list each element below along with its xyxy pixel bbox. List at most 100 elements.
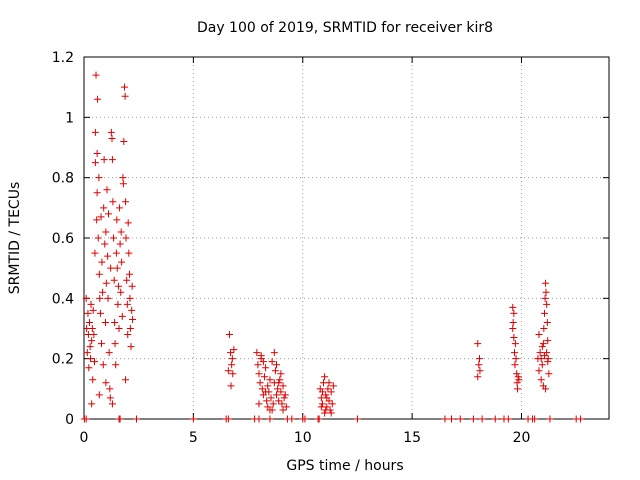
data-point bbox=[509, 325, 517, 332]
data-point bbox=[98, 340, 105, 348]
data-point bbox=[279, 406, 287, 414]
data-point bbox=[274, 385, 282, 393]
data-point bbox=[538, 343, 546, 351]
data-point bbox=[531, 415, 539, 423]
y-tick-label: 1 bbox=[65, 110, 74, 126]
data-point bbox=[448, 415, 455, 423]
data-point bbox=[541, 294, 549, 302]
data-point bbox=[103, 186, 111, 194]
data-point bbox=[106, 394, 114, 402]
data-point bbox=[317, 403, 325, 411]
data-point bbox=[255, 415, 263, 423]
data-point bbox=[275, 397, 283, 405]
data-point bbox=[273, 391, 280, 399]
data-point bbox=[253, 349, 261, 357]
data-point bbox=[116, 240, 124, 248]
y-axis-label: SRMTID / TECUs bbox=[7, 182, 23, 295]
data-point bbox=[128, 306, 136, 314]
data-point bbox=[108, 156, 116, 164]
data-point bbox=[101, 318, 109, 326]
data-point bbox=[476, 355, 483, 363]
data-point bbox=[543, 318, 551, 326]
data-point bbox=[91, 128, 99, 136]
data-point bbox=[124, 331, 132, 339]
data-point bbox=[512, 355, 520, 363]
data-point bbox=[115, 282, 123, 290]
data-point bbox=[504, 415, 512, 423]
data-point bbox=[96, 309, 104, 317]
data-point bbox=[509, 318, 517, 326]
data-point bbox=[280, 394, 288, 402]
data-point bbox=[224, 367, 232, 375]
data-point bbox=[115, 325, 123, 332]
data-point bbox=[104, 252, 112, 260]
data-point bbox=[105, 349, 113, 357]
data-point bbox=[268, 358, 276, 366]
data-point bbox=[277, 370, 285, 378]
data-point bbox=[92, 71, 100, 79]
y-tick-label: 0.8 bbox=[52, 171, 74, 187]
data-point bbox=[254, 361, 262, 369]
data-point bbox=[259, 358, 267, 366]
data-point bbox=[128, 282, 136, 290]
data-point bbox=[100, 204, 108, 212]
data-point bbox=[133, 415, 140, 423]
data-point bbox=[540, 309, 548, 317]
data-point bbox=[544, 337, 552, 345]
data-point bbox=[281, 391, 289, 399]
x-tick-label: 10 bbox=[294, 430, 312, 446]
data-point bbox=[514, 373, 522, 381]
data-point bbox=[93, 189, 101, 197]
grid-lines bbox=[84, 57, 609, 419]
data-point bbox=[95, 391, 103, 399]
data-point bbox=[228, 355, 236, 363]
data-point bbox=[510, 334, 518, 342]
data-point bbox=[109, 198, 117, 206]
data-point bbox=[111, 340, 119, 348]
data-point bbox=[321, 373, 329, 381]
data-point bbox=[224, 415, 232, 423]
data-point bbox=[262, 364, 270, 372]
data-point bbox=[318, 388, 326, 396]
data-point bbox=[120, 83, 128, 91]
data-point bbox=[278, 400, 286, 408]
y-tick-label: 0.2 bbox=[52, 352, 74, 368]
data-point bbox=[513, 379, 521, 387]
data-point bbox=[260, 373, 268, 381]
data-point bbox=[509, 303, 517, 311]
data-point bbox=[229, 370, 237, 378]
data-point bbox=[113, 264, 121, 272]
data-point bbox=[542, 385, 550, 393]
data-point bbox=[456, 415, 464, 423]
data-point bbox=[95, 270, 103, 278]
data-point bbox=[98, 258, 106, 266]
data-point bbox=[540, 352, 548, 360]
data-point bbox=[112, 361, 120, 369]
data-point bbox=[510, 309, 518, 317]
data-point bbox=[577, 415, 585, 423]
data-point bbox=[126, 294, 134, 302]
data-point bbox=[327, 409, 335, 417]
data-point bbox=[102, 379, 110, 387]
data-point bbox=[324, 385, 332, 393]
data-point bbox=[91, 159, 99, 167]
data-point bbox=[315, 415, 323, 423]
data-point bbox=[119, 174, 127, 182]
data-point bbox=[323, 394, 331, 402]
data-point bbox=[271, 367, 279, 375]
data-point bbox=[87, 355, 95, 363]
data-point bbox=[84, 309, 92, 317]
data-point bbox=[127, 343, 135, 351]
data-point bbox=[277, 388, 285, 396]
data-point bbox=[85, 318, 93, 326]
data-point bbox=[511, 340, 519, 348]
data-point bbox=[90, 331, 98, 339]
data-point bbox=[114, 300, 122, 308]
x-tick-label: 15 bbox=[403, 430, 421, 446]
data-point bbox=[282, 403, 290, 411]
data-point bbox=[536, 349, 544, 357]
data-point bbox=[94, 234, 102, 242]
data-point bbox=[129, 315, 137, 323]
data-point bbox=[105, 210, 112, 218]
